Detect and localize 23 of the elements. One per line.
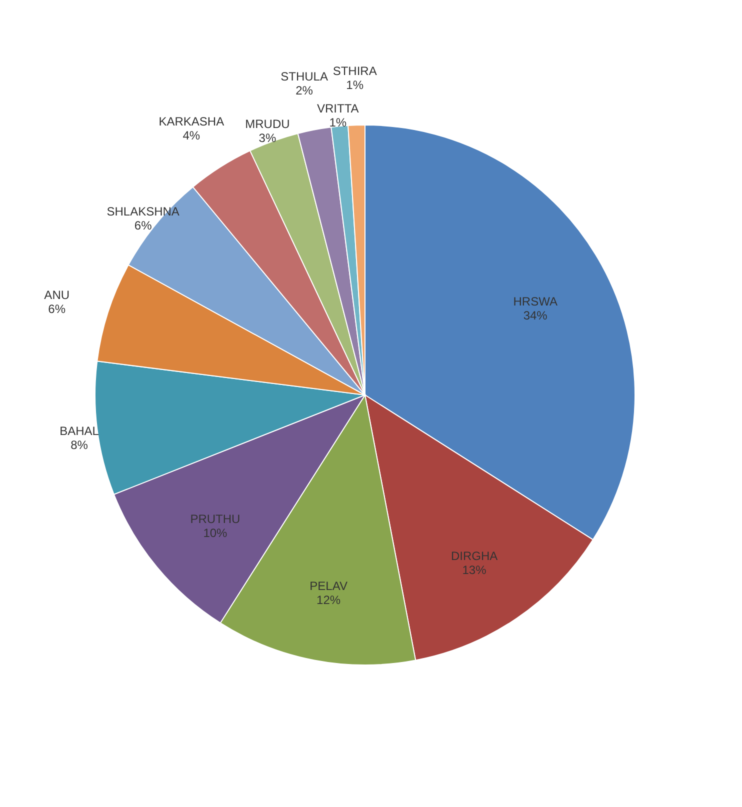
data-label: 10%: [203, 526, 228, 540]
slice-label: STHIRA: [332, 64, 377, 78]
data-label: 12%: [316, 592, 341, 607]
slice-label: PELAV: [310, 578, 348, 593]
slice-label: KARKASHA: [158, 114, 224, 128]
data-label: 2%: [296, 84, 314, 98]
slice-label: DIRGHA: [450, 548, 498, 563]
slice-label: BAHAL: [60, 424, 100, 438]
data-label: 1%: [346, 78, 364, 92]
data-label: 6%: [48, 302, 66, 316]
data-label: 13%: [462, 562, 487, 577]
data-label: 8%: [70, 438, 88, 452]
data-label: 4%: [182, 128, 200, 142]
slice-label: VRITTA: [317, 101, 359, 116]
slice-label: HRSWA: [513, 294, 558, 308]
data-label: 1%: [329, 115, 347, 130]
data-label: 6%: [134, 218, 152, 232]
slice-label: MRUDU: [245, 117, 290, 132]
slice-label: PRUTHU: [190, 512, 240, 526]
slice-label: STHULA: [280, 70, 328, 84]
data-label: 3%: [258, 131, 276, 146]
data-label: 34%: [523, 308, 548, 322]
slice-label: ANU: [44, 288, 70, 302]
